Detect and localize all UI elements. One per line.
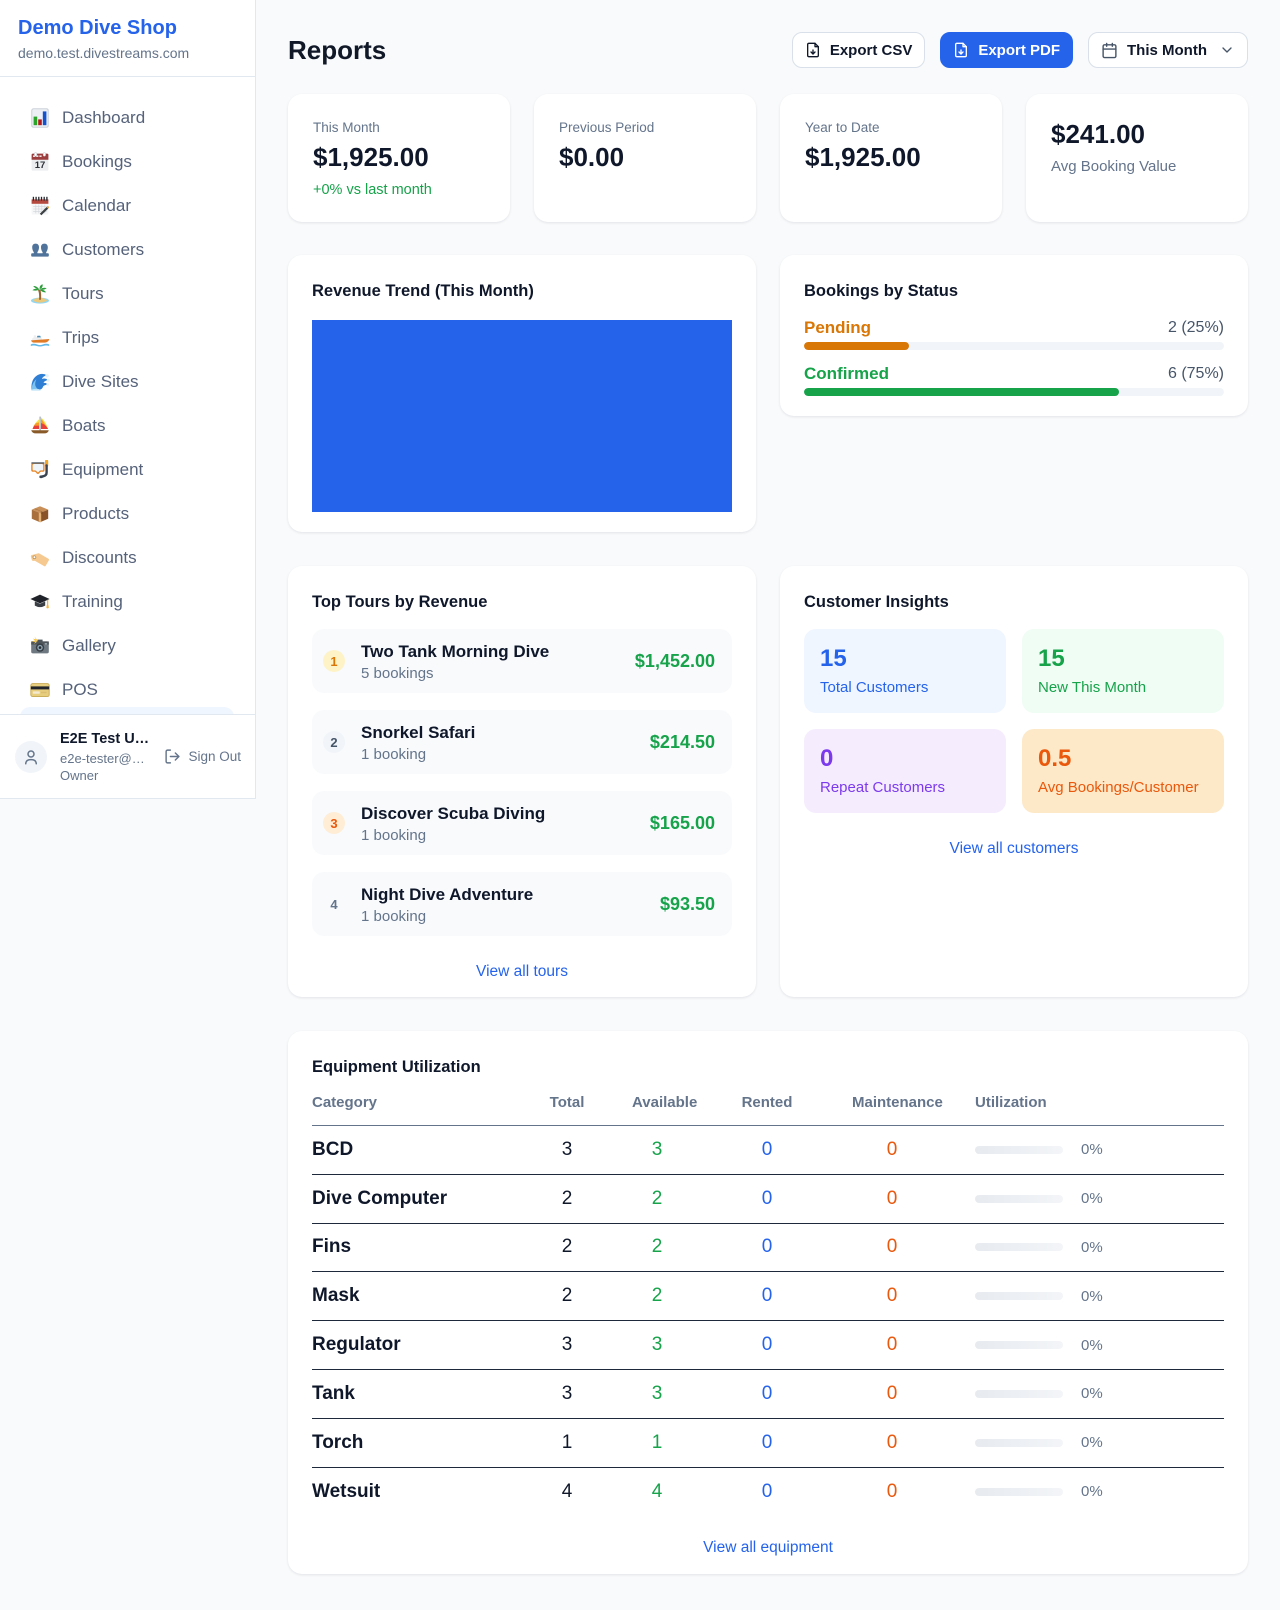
svg-text:17: 17 <box>35 160 46 171</box>
